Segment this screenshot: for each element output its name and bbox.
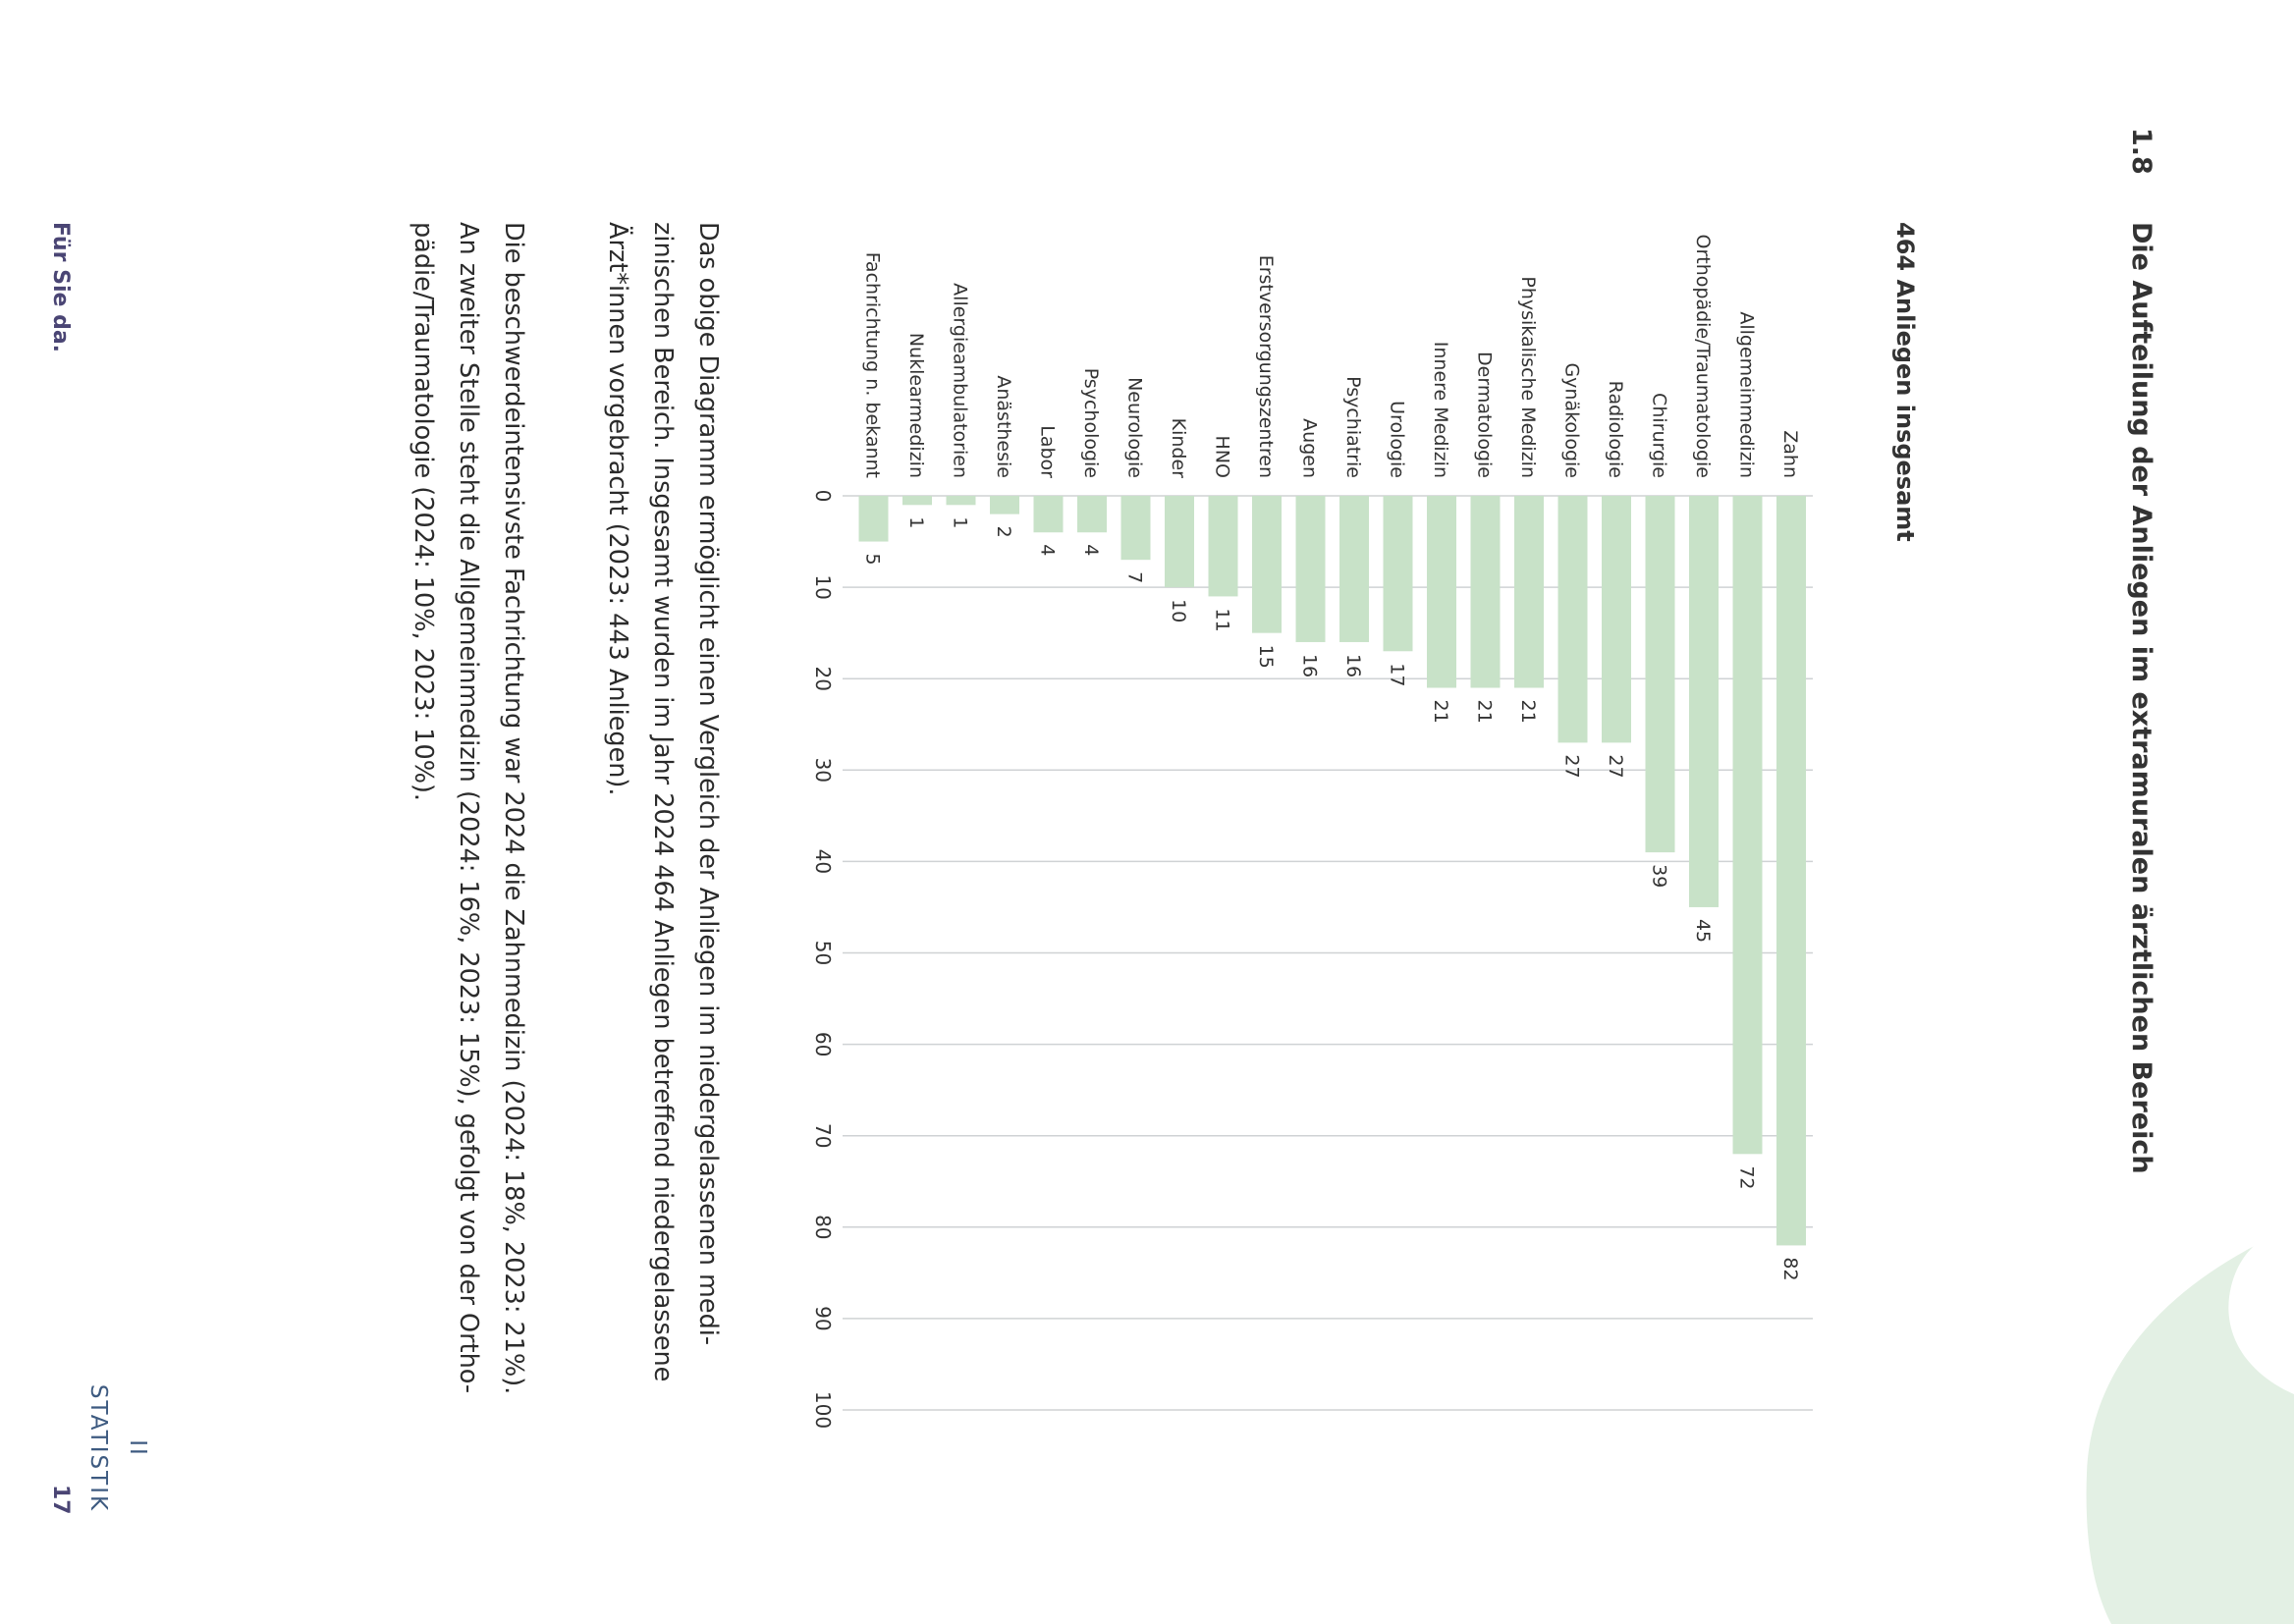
value-label: 1 [905,516,927,528]
category-label: Radiologie [1605,381,1626,478]
category-label: Innere Medizin [1430,342,1451,478]
paragraph-2-line: An zweiter Stelle steht die Allgemeinmed… [454,222,483,1394]
category-label: Nuklearmedizin [905,333,927,478]
value-label: 16 [1299,654,1321,677]
value-label: 16 [1342,654,1364,677]
value-label: 15 [1255,645,1277,669]
value-label: 7 [1124,571,1146,583]
bar [1645,496,1675,853]
bar [902,496,932,506]
bar [1208,496,1238,597]
value-label: 45 [1692,919,1714,943]
bar [1776,496,1806,1246]
bar [1427,496,1456,688]
category-label: Kinder [1168,418,1189,479]
category-label: Labor [1037,425,1059,478]
tick-label: 50 [811,941,835,965]
bar [946,496,976,506]
category-label: Orthopädie/Traumatologie [1692,235,1714,478]
paragraph-1-line: Ärzt*innen vorgebracht (2023: 443 Anlieg… [603,222,632,796]
bar [1339,496,1369,642]
value-label: 27 [1561,754,1583,778]
bar [1470,496,1501,688]
value-label: 11 [1212,608,1233,631]
category-label: Fachrichtung n. bekannt [862,252,884,478]
value-label: 10 [1168,599,1189,623]
paragraph-2: Die beschwerdeintensivste Fachrichtung w… [401,222,536,1439]
paragraph-1-line: Das obige Diagramm ermöglicht einen Verg… [693,222,723,1346]
bar [1689,496,1719,907]
tick-label: 80 [811,1215,835,1239]
category-label: Erstversorgungszentren [1255,255,1277,478]
value-label: 21 [1430,700,1451,724]
corner-leaf-cutout [2228,1223,2294,1394]
paragraph-2-line: pädie/Traumatologie (2024: 10%, 2023: 10… [409,222,438,802]
category-label: Psychiatrie [1342,376,1364,478]
value-label: 21 [1474,700,1496,724]
category-label: Physikalische Medizin [1517,276,1539,478]
value-label: 4 [1037,544,1059,556]
bar [1252,496,1282,633]
value-label: 21 [1517,700,1539,724]
bar [1165,496,1194,588]
bar [1077,496,1107,533]
category-label: Urologie [1387,401,1408,478]
tick-label: 40 [811,849,835,874]
tick-label: 60 [811,1032,835,1056]
category-label: Augen [1299,418,1321,478]
bar [1514,496,1544,688]
value-label: 27 [1605,754,1626,778]
value-label: 82 [1779,1257,1801,1280]
bar [1033,496,1064,533]
value-label: 1 [950,516,971,528]
bar [1120,496,1151,561]
bar [1295,496,1326,642]
tick-label: 70 [811,1123,835,1148]
paragraph-1: Das obige Diagramm ermöglicht einen Verg… [595,222,731,1439]
section-tab-roman: II [125,1439,150,1457]
bar [858,496,889,542]
section-tab: II STATISTIK [79,1365,157,1532]
category-label: Gynäkologie [1561,362,1583,478]
tick-label: 30 [811,758,835,783]
value-label: 39 [1649,864,1670,888]
bar [1383,496,1413,652]
category-label: Anästhesie [993,375,1014,478]
category-label: Chirurgie [1649,393,1670,478]
bar [1602,496,1631,743]
value-label: 2 [993,526,1014,538]
tick-label: 20 [811,666,835,690]
category-label: Zahn [1779,430,1801,478]
paragraph-1-line: zinischen Bereich. Insgesamt wurden im J… [648,222,678,1382]
value-label: 72 [1736,1165,1758,1189]
tick-label: 10 [811,574,835,599]
page-number: 17 [48,1485,73,1515]
tick-label: 100 [811,1391,835,1429]
bar [1732,496,1763,1155]
tick-label: 0 [811,490,835,503]
bar [990,496,1019,514]
paragraph-2-line: Die beschwerdeintensivste Fachrichtung w… [499,222,528,1395]
value-label: 5 [862,554,884,566]
footer-brand: Für Sie da. [48,222,73,353]
value-label: 17 [1387,663,1408,686]
bar [1557,496,1588,743]
category-label: Psychologie [1080,368,1102,478]
section-tab-label: STATISTIK [85,1383,111,1513]
category-label: Allgemeinmedizin [1736,311,1758,478]
category-label: Dermatologie [1474,352,1496,478]
value-label: 4 [1080,544,1102,556]
category-label: Allergieambulatorien [950,283,971,478]
category-label: HNO [1212,436,1233,478]
tick-label: 90 [811,1306,835,1330]
category-label: Neurologie [1124,377,1146,478]
